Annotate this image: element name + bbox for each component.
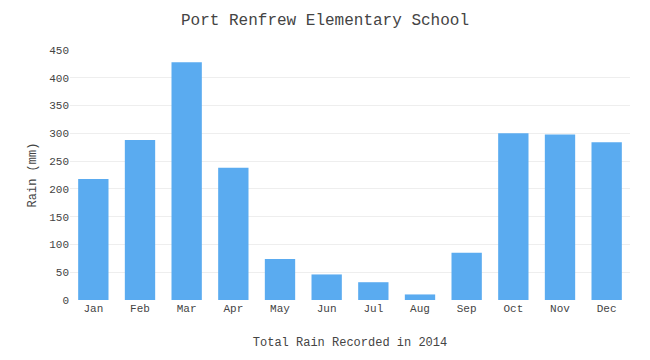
svg-text:May: May [270,303,290,315]
svg-text:Apr: Apr [223,303,243,315]
svg-text:300: 300 [49,128,69,140]
svg-text:Oct: Oct [503,303,523,315]
svg-text:250: 250 [49,156,69,168]
svg-text:150: 150 [49,212,69,224]
svg-text:Total Rain Recorded in 2014: Total Rain Recorded in 2014 [253,336,447,350]
svg-text:50: 50 [56,267,69,279]
svg-text:400: 400 [49,73,69,85]
svg-text:0: 0 [62,295,69,307]
svg-text:Jul: Jul [363,303,383,315]
svg-text:Port Renfrew Elementary School: Port Renfrew Elementary School [181,12,469,30]
svg-text:Jan: Jan [83,303,103,315]
svg-text:Nov: Nov [550,303,570,315]
svg-text:100: 100 [49,239,69,251]
svg-text:450: 450 [49,45,69,57]
svg-text:Jun: Jun [317,303,337,315]
svg-text:Rain (mm): Rain (mm) [26,143,40,208]
svg-text:200: 200 [49,184,69,196]
svg-text:Dec: Dec [597,303,617,315]
svg-text:Feb: Feb [130,303,150,315]
svg-text:350: 350 [49,100,69,112]
svg-text:Aug: Aug [410,303,430,315]
svg-text:Mar: Mar [177,303,197,315]
svg-text:Sep: Sep [457,303,477,315]
